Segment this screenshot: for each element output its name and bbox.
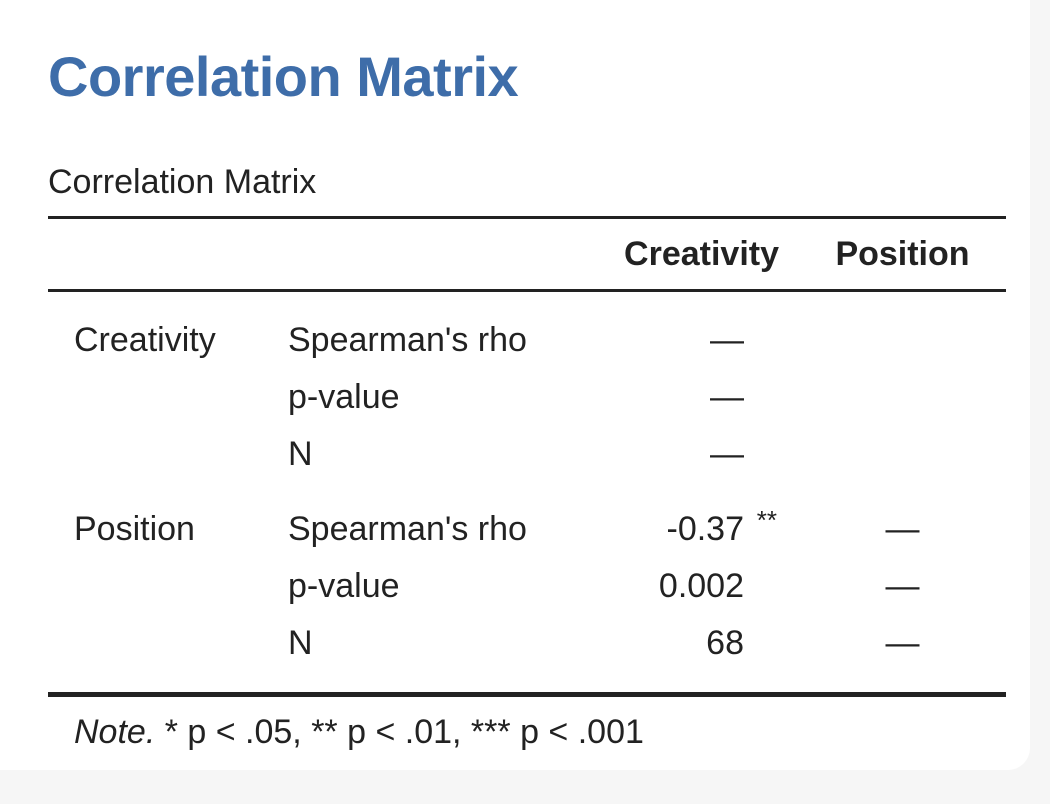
significance-marker: **	[756, 505, 777, 535]
column-header-position: Position	[799, 216, 1006, 292]
cell-creativity: -0.37 **	[586, 483, 799, 558]
cell-position: —	[885, 510, 920, 548]
cell-position: —	[885, 567, 920, 605]
row-variable-label: Position	[74, 510, 195, 548]
table-body: Creativity Spearman's rho — p-value — N …	[48, 291, 1006, 697]
row-variable-label	[48, 615, 264, 697]
cell-value: -0.37	[666, 510, 745, 548]
header-blank-2	[264, 216, 586, 292]
correlation-table: Creativity Position Creativity Spearman'…	[48, 216, 1006, 697]
cell-position	[799, 369, 1006, 426]
row-variable-label	[48, 426, 264, 483]
table-caption: Correlation Matrix	[48, 163, 317, 201]
row-statistic-label: N	[288, 435, 313, 473]
row-variable-label	[48, 558, 264, 615]
column-header-creativity: Creativity	[586, 216, 799, 292]
cell-value: —	[710, 378, 744, 416]
cell-value: —	[710, 435, 744, 473]
cell-position: —	[799, 615, 1006, 697]
table-row: p-value 0.002 —	[48, 558, 1006, 615]
cell-value: 68	[706, 624, 744, 662]
cell-position	[799, 291, 1006, 370]
row-statistic-label: p-value	[288, 567, 400, 605]
row-statistic-label: p-value	[288, 378, 400, 416]
table-row: p-value —	[48, 369, 1006, 426]
cell-value: —	[710, 321, 744, 359]
row-variable-label: Creativity	[74, 321, 216, 359]
cell-creativity: —	[586, 291, 799, 370]
note-label: Note.	[74, 713, 156, 751]
table-header: Creativity Position	[48, 216, 1006, 292]
row-statistic-label: Spearman's rho	[288, 510, 527, 548]
page-title: Correlation Matrix	[48, 45, 519, 108]
table-note: Note. * p < .05, ** p < .01, *** p < .00…	[74, 713, 644, 752]
row-variable-label	[48, 369, 264, 426]
table-row: N 68 —	[48, 615, 1006, 697]
header-row: Creativity Position	[48, 216, 1006, 292]
table-row: Position Spearman's rho -0.37 ** —	[48, 483, 1006, 558]
cell-position	[799, 426, 1006, 483]
note-text: * p < .05, ** p < .01, *** p < .001	[155, 713, 644, 751]
results-panel: Correlation Matrix Correlation Matrix Cr…	[48, 45, 1006, 752]
cell-creativity: —	[586, 369, 799, 426]
table-row: Creativity Spearman's rho —	[48, 291, 1006, 370]
cell-value: 0.002	[658, 567, 744, 605]
cell-creativity: —	[586, 426, 799, 483]
row-statistic-label: N	[264, 615, 586, 697]
table-row: N —	[48, 426, 1006, 483]
cell-creativity: 68	[586, 615, 799, 697]
row-statistic-label: Spearman's rho	[288, 321, 527, 359]
cell-creativity: 0.002	[586, 558, 799, 615]
header-blank-1	[48, 216, 264, 292]
